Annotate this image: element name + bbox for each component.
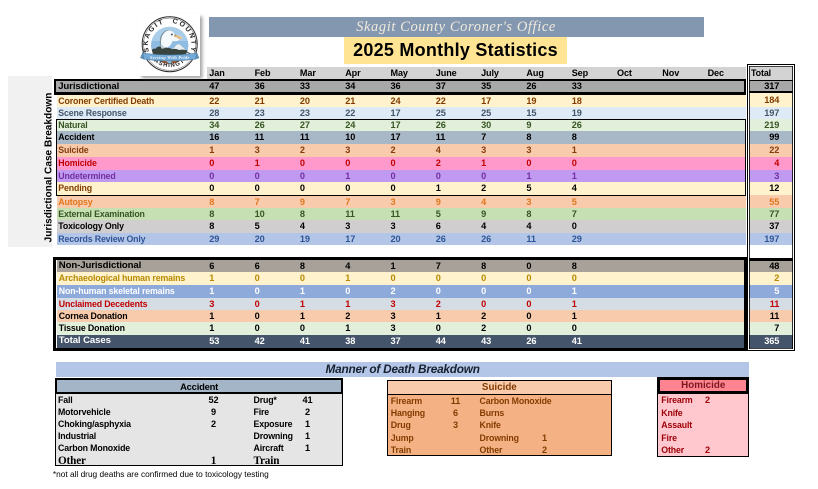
svg-text:Serving With Pride: Serving With Pride <box>150 55 190 60</box>
